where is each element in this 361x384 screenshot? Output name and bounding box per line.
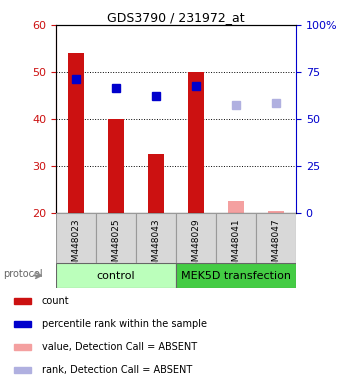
Bar xyxy=(188,72,204,213)
Bar xyxy=(96,213,136,263)
Text: MEK5D transfection: MEK5D transfection xyxy=(181,270,291,281)
Text: rank, Detection Call = ABSENT: rank, Detection Call = ABSENT xyxy=(42,365,192,375)
Bar xyxy=(176,263,296,288)
Bar xyxy=(268,211,284,213)
Bar xyxy=(56,263,176,288)
Bar xyxy=(228,201,244,213)
Text: value, Detection Call = ABSENT: value, Detection Call = ABSENT xyxy=(42,342,197,352)
Bar xyxy=(14,321,31,327)
Text: control: control xyxy=(97,270,135,281)
Bar xyxy=(176,213,216,263)
Text: GSM448023: GSM448023 xyxy=(71,218,81,273)
Text: GSM448025: GSM448025 xyxy=(112,218,121,273)
Bar xyxy=(14,367,31,373)
Text: protocol: protocol xyxy=(3,269,43,279)
Text: GSM448041: GSM448041 xyxy=(231,218,240,273)
Text: GSM448047: GSM448047 xyxy=(271,218,280,273)
Text: GSM448043: GSM448043 xyxy=(152,218,161,273)
Bar xyxy=(108,119,124,213)
Text: GSM448029: GSM448029 xyxy=(191,218,200,273)
Title: GDS3790 / 231972_at: GDS3790 / 231972_at xyxy=(107,11,245,24)
Bar xyxy=(256,213,296,263)
Bar xyxy=(56,213,96,263)
Bar xyxy=(68,53,84,213)
Bar xyxy=(148,154,164,213)
Text: count: count xyxy=(42,296,70,306)
Text: percentile rank within the sample: percentile rank within the sample xyxy=(42,319,207,329)
Bar xyxy=(14,298,31,304)
Bar xyxy=(216,213,256,263)
Bar xyxy=(136,213,176,263)
Bar xyxy=(14,344,31,350)
